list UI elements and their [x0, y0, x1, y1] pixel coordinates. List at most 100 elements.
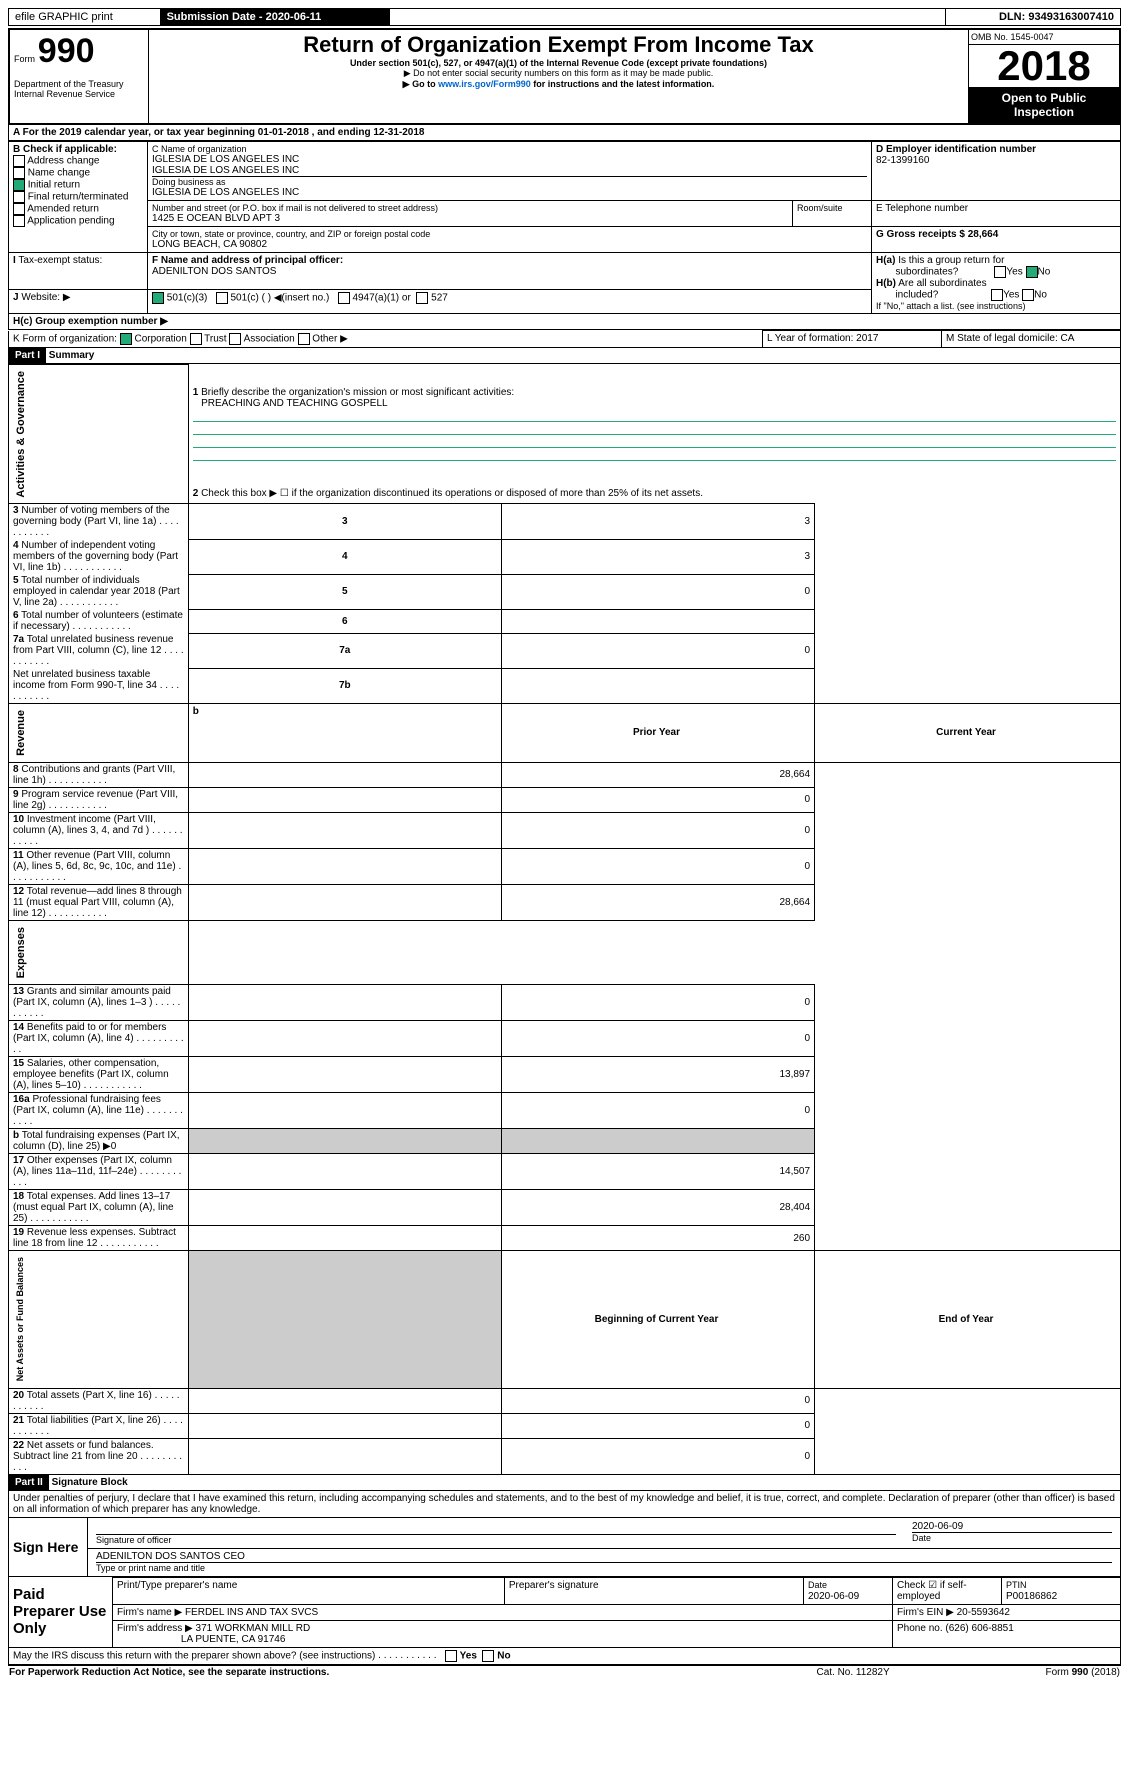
- officer-name: ADENILTON DOS SANTOS: [152, 266, 867, 277]
- entity-block: B Check if applicable: Address change Na…: [8, 141, 1121, 330]
- org-name-2: IGLESIA DE LOS ANGELES INC: [152, 165, 867, 176]
- sign-block: Sign Here Signature of officer 2020-06-0…: [8, 1518, 1121, 1577]
- boxb-checkbox[interactable]: [13, 155, 25, 167]
- ein-value: 82-1399160: [876, 155, 1116, 166]
- ha-yes-checkbox[interactable]: [994, 266, 1006, 278]
- officer-name-title: ADENILTON DOS SANTOS CEO: [96, 1551, 1112, 1563]
- dept-treasury: Department of the Treasury Internal Reve…: [14, 79, 144, 99]
- subtitle-2: ▶ Do not enter social security numbers o…: [153, 68, 964, 79]
- box-c-name-label: C Name of organization: [152, 144, 867, 154]
- h-c: H(c) Group exemption number ▶: [13, 316, 168, 327]
- open-public: Open to Public Inspection: [969, 87, 1119, 123]
- firm-phone: (626) 606-8851: [945, 1623, 1013, 1634]
- boxb-checkbox[interactable]: [13, 179, 25, 191]
- side-balances: Net Assets or Fund Balances: [13, 1253, 27, 1385]
- org-name-1: IGLESIA DE LOS ANGELES INC: [152, 154, 867, 165]
- row-k-label: K Form of organization:: [13, 333, 117, 344]
- form-number: 990: [38, 32, 95, 70]
- discuss-row: May the IRS discuss this return with the…: [8, 1648, 1121, 1665]
- part2-header: Part II: [9, 1475, 49, 1490]
- form-footer: Form 990 (2018): [941, 1665, 1121, 1679]
- efile-label[interactable]: efile GRAPHIC print: [9, 9, 161, 26]
- boxb-checkbox[interactable]: [13, 203, 25, 215]
- row-i-label: Tax-exempt status:: [18, 255, 102, 266]
- side-revenue: Revenue: [13, 706, 29, 760]
- top-bar: efile GRAPHIC print Submission Date - 20…: [8, 8, 1121, 26]
- side-governance: Activities & Governance: [13, 367, 29, 502]
- firm-addr2: LA PUENTE, CA 91746: [181, 1634, 286, 1645]
- firm-name: FERDEL INS AND TAX SVCS: [185, 1607, 318, 1618]
- klm-row: K Form of organization: Corporation Trus…: [8, 330, 1121, 348]
- prep-date: 2020-06-09: [808, 1591, 859, 1602]
- 4947-checkbox[interactable]: [338, 292, 350, 304]
- self-emp-check: Check ☑ if self-employed: [893, 1577, 1002, 1604]
- paid-preparer-block: Paid Preparer Use Only Print/Type prepar…: [8, 1577, 1121, 1648]
- boxb-checkbox[interactable]: [13, 167, 25, 179]
- 501c-checkbox[interactable]: [216, 292, 228, 304]
- form-word: Form: [14, 54, 35, 64]
- row-m: M State of legal domicile: CA: [942, 331, 1121, 348]
- firm-addr1: 371 WORKMAN MILL RD: [196, 1623, 311, 1634]
- part1-header: Part I: [9, 348, 46, 363]
- dba-label: Doing business as: [152, 177, 867, 187]
- ha-no-checkbox[interactable]: [1026, 266, 1038, 278]
- hb-yes-checkbox[interactable]: [991, 289, 1003, 301]
- h-note: If "No," attach a list. (see instruction…: [876, 301, 1116, 311]
- prior-year-header: Prior Year: [501, 704, 814, 763]
- boxb-checkbox[interactable]: [13, 191, 25, 203]
- h-b: H(b) Are all subordinates included? Yes …: [876, 278, 1116, 301]
- other-checkbox[interactable]: [298, 333, 310, 345]
- room-label: Room/suite: [797, 203, 843, 213]
- q1: Briefly describe the organization's miss…: [201, 387, 514, 398]
- name-title-label: Type or print name and title: [96, 1563, 205, 1573]
- discuss-no-checkbox[interactable]: [482, 1650, 494, 1662]
- box-e-label: E Telephone number: [876, 203, 1116, 214]
- box-g: G Gross receipts $ 28,664: [876, 229, 1116, 240]
- box-b-label: B Check if applicable:: [13, 144, 143, 155]
- period-line: A For the 2019 calendar year, or tax yea…: [8, 125, 1121, 141]
- paid-preparer-label: Paid Preparer Use Only: [9, 1577, 113, 1647]
- addr-label: Number and street (or P.O. box if mail i…: [152, 203, 788, 213]
- current-year-header: Current Year: [815, 704, 1121, 763]
- firm-ein: 20-5593642: [957, 1607, 1010, 1618]
- 527-checkbox[interactable]: [416, 292, 428, 304]
- sign-here-label: Sign Here: [9, 1518, 88, 1577]
- submission-date: Submission Date - 2020-06-11: [160, 9, 389, 26]
- form-title: Return of Organization Exempt From Incom…: [153, 32, 964, 58]
- dba-value: IGLESIA DE LOS ANGELES INC: [152, 187, 867, 198]
- corp-checkbox[interactable]: [120, 333, 132, 345]
- discuss-yes-checkbox[interactable]: [445, 1650, 457, 1662]
- sig-officer-label: Signature of officer: [96, 1535, 171, 1545]
- ptin: P00186862: [1006, 1591, 1057, 1602]
- boxb-checkbox[interactable]: [13, 215, 25, 227]
- form-header: Form 990 Department of the Treasury Inte…: [8, 28, 1121, 125]
- prep-sig-label: Preparer's signature: [504, 1577, 803, 1604]
- cat-no: Cat. No. 11282Y: [765, 1665, 942, 1679]
- trust-checkbox[interactable]: [190, 333, 202, 345]
- 501c3-checkbox[interactable]: [152, 292, 164, 304]
- end-year-header: End of Year: [815, 1251, 1121, 1388]
- part1-title: Summary: [49, 350, 95, 361]
- tax-year: 2018: [969, 45, 1119, 87]
- date-label: Date: [912, 1533, 931, 1543]
- part2-title: Signature Block: [52, 1477, 128, 1488]
- prep-name-label: Print/Type preparer's name: [113, 1577, 505, 1604]
- city-label: City or town, state or province, country…: [152, 229, 867, 239]
- h-a: H(a) Is this a group return for subordin…: [876, 255, 1116, 278]
- subtitle-1: Under section 501(c), 527, or 4947(a)(1)…: [153, 58, 964, 68]
- q2: Check this box ▶ ☐ if the organization d…: [201, 488, 703, 499]
- addr-value: 1425 E OCEAN BLVD APT 3: [152, 213, 788, 224]
- row-j-label: Website: ▶: [21, 292, 70, 303]
- row-l: L Year of formation: 2017: [763, 331, 942, 348]
- box-f-label: F Name and address of principal officer:: [152, 255, 867, 266]
- dln: DLN: 93493163007410: [945, 9, 1120, 26]
- box-d-label: D Employer identification number: [876, 144, 1116, 155]
- sign-date: 2020-06-09: [912, 1521, 1112, 1533]
- q1-answer: PREACHING AND TEACHING GOSPELL: [201, 398, 388, 409]
- pra-notice: For Paperwork Reduction Act Notice, see …: [8, 1665, 765, 1679]
- assoc-checkbox[interactable]: [229, 333, 241, 345]
- perjury-text: Under penalties of perjury, I declare th…: [8, 1491, 1121, 1518]
- irs-link[interactable]: www.irs.gov/Form990: [438, 79, 531, 89]
- hb-no-checkbox[interactable]: [1022, 289, 1034, 301]
- beg-year-header: Beginning of Current Year: [501, 1251, 814, 1388]
